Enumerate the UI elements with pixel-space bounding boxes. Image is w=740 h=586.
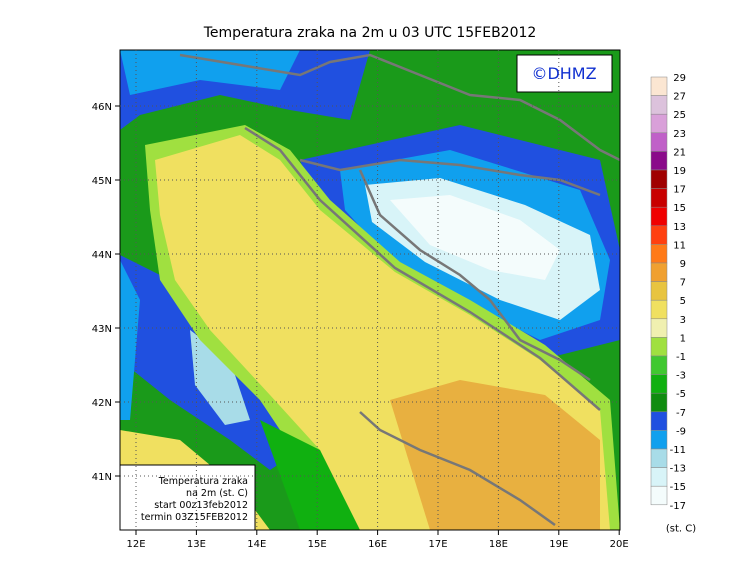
temperature-field: [120, 50, 620, 530]
colorbar-label: -13: [670, 464, 686, 475]
colorbar-swatch: [650, 467, 668, 487]
colorbar-label: 11: [673, 240, 686, 251]
colorbar-swatch: [650, 169, 668, 189]
colorbar-label: 25: [673, 110, 686, 121]
colorbar-swatch: [650, 262, 668, 282]
lon-label: 17E: [428, 539, 447, 550]
colorbar-swatch: [650, 430, 668, 450]
colorbar-label: 17: [673, 185, 686, 196]
lat-label: 45N: [92, 176, 112, 187]
colorbar-swatch: [650, 206, 668, 227]
colorbar-swatch: [650, 411, 668, 431]
colorbar-label: -1: [676, 352, 686, 363]
colorbar-label: 9: [680, 259, 686, 270]
colorbar-swatch: [650, 113, 668, 134]
lat-label: 43N: [92, 324, 112, 335]
colorbar-label: 5: [680, 296, 686, 307]
colorbar-swatch: [650, 151, 668, 171]
colorbar-label: 27: [673, 92, 686, 103]
colorbar-swatch: [650, 244, 668, 264]
colorbar-label: 29: [673, 73, 686, 84]
colorbar-swatch: [650, 448, 668, 468]
lon-label: 20E: [610, 539, 629, 550]
map-frame: [119, 49, 621, 531]
info-line: na 2m (st. C): [186, 488, 248, 499]
colorbar-unit: (st. C): [666, 523, 696, 534]
lat-label: 41N: [92, 472, 112, 483]
colorbar-label: 19: [673, 166, 686, 177]
logo: ©DHMZ: [531, 64, 596, 83]
colorbar-swatch: [650, 337, 668, 357]
colorbar-swatch: [650, 281, 668, 301]
colorbar-swatch: [650, 132, 668, 152]
colorbar-label: -5: [676, 389, 686, 400]
colorbar-label: -7: [676, 408, 686, 419]
info-line: Temperatura zraka: [158, 476, 248, 487]
colorbar-label: -11: [670, 445, 686, 456]
colorbar-swatch: [650, 318, 668, 338]
colorbar-swatch: [650, 76, 668, 96]
colorbar-label: 15: [673, 203, 686, 214]
lat-label: 46N: [92, 102, 112, 113]
colorbar-label: 7: [680, 278, 686, 289]
colorbar-label: 1: [680, 333, 686, 344]
info-line: start 00z13feb2012: [154, 500, 248, 511]
colorbar-label: -17: [670, 501, 686, 512]
colorbar-swatch: [650, 355, 668, 375]
colorbar-swatch: [650, 225, 668, 245]
colorbar-label: -3: [676, 371, 686, 382]
lon-label: 14E: [247, 539, 266, 550]
colorbar-label: -9: [676, 426, 686, 437]
colorbar-label: 13: [673, 222, 686, 233]
colorbar-swatch: [650, 95, 668, 115]
colorbar-label: -15: [670, 482, 686, 493]
title: Temperatura zraka na 2m u 03 UTC 15FEB20…: [203, 25, 537, 41]
colorbar-swatch: [650, 485, 668, 506]
colorbar-swatch: [650, 299, 668, 320]
logo-box: [516, 54, 613, 93]
lon-label: 16E: [368, 539, 387, 550]
lon-label: 19E: [549, 539, 568, 550]
colorbar-swatch: [650, 188, 668, 208]
colorbar-label: 21: [673, 147, 686, 158]
info-line: termin 03Z15FEB2012: [141, 512, 248, 523]
lon-label: 13E: [187, 539, 206, 550]
colorbar-label: 23: [673, 129, 686, 140]
lat-label: 44N: [92, 250, 112, 261]
colorbar-swatch: [650, 374, 668, 394]
colorbar-label: 3: [680, 315, 686, 326]
lon-label: 15E: [308, 539, 327, 550]
lat-label: 42N: [92, 398, 112, 409]
lon-label: 18E: [489, 539, 508, 550]
colorbar-swatch: [650, 392, 668, 413]
lon-label: 12E: [126, 539, 145, 550]
